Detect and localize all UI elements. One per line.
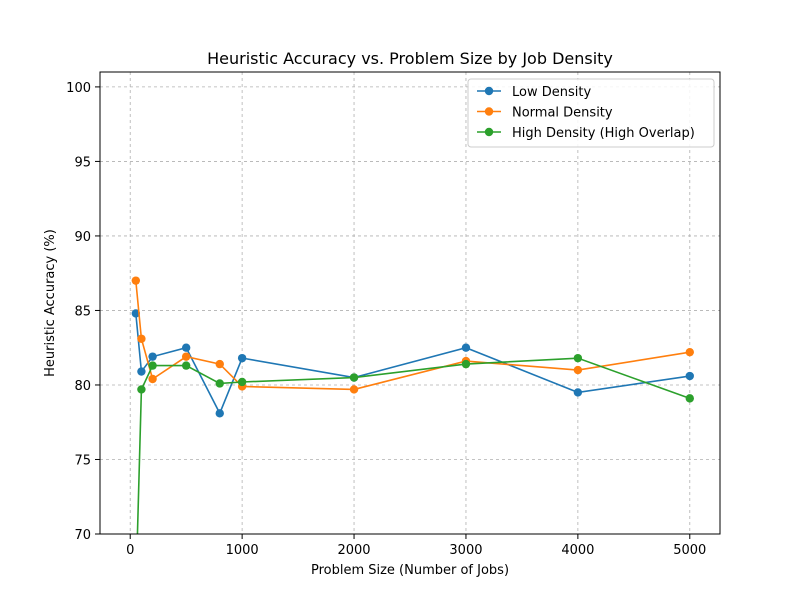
x-tick-label: 4000 [561, 543, 594, 558]
data-point [137, 385, 146, 394]
x-tick-label: 0 [126, 543, 134, 558]
legend-label: Low Density [512, 85, 591, 100]
data-point [237, 353, 247, 363]
data-point [685, 394, 694, 403]
data-point [148, 374, 157, 384]
legend-label: Normal Density [512, 106, 613, 121]
plot-frame [99, 71, 721, 535]
data-point [215, 379, 224, 388]
legend-label: High Density (High Overlap) [512, 126, 695, 141]
data-point [215, 359, 224, 369]
y-tick-label: 90 [74, 230, 91, 245]
series-2 [132, 353, 694, 597]
legend-box [467, 78, 715, 148]
chart-title: Heuristic Accuracy vs. Problem Size by J… [207, 49, 613, 68]
legend-item: Normal Density [477, 106, 613, 121]
x-tick-label: 5000 [673, 543, 706, 558]
series-lines [131, 276, 694, 597]
legend: Low Density Normal Density High Density (H… [467, 78, 715, 148]
y-tick-label: 100 [66, 81, 91, 96]
data-point [131, 276, 141, 285]
y-axis-label: Heuristic Accuracy (%) [43, 229, 58, 377]
legend-item: Low Density [477, 85, 591, 100]
data-point [349, 373, 359, 382]
data-point [215, 409, 224, 418]
y-tick-label: 70 [74, 528, 91, 543]
data-point [181, 361, 191, 370]
data-point [137, 334, 146, 343]
x-tick-label: 2000 [337, 543, 370, 558]
data-point [685, 347, 694, 357]
axes: 0 1000 2000 3000 4000 5000 70 75 80 85 90 95 100 [66, 81, 706, 558]
series-1 [131, 276, 694, 394]
data-point [573, 353, 583, 363]
data-point [148, 352, 157, 361]
data-point [461, 343, 471, 352]
legend-item: High Density (High Overlap) [477, 126, 695, 141]
series-line [135, 280, 690, 391]
data-point [237, 377, 247, 387]
series-line [136, 357, 691, 534]
legend-marker [484, 127, 494, 137]
data-point [349, 385, 359, 394]
data-point [137, 367, 146, 376]
series-0 [131, 309, 694, 418]
data-point [573, 365, 583, 375]
x-axis-label: Problem Size (Number of Jobs) [311, 563, 509, 578]
data-point [181, 352, 191, 361]
legend-marker [484, 107, 494, 116]
x-tick-label: 1000 [226, 543, 259, 558]
data-point [148, 361, 157, 370]
data-point [573, 388, 583, 397]
x-tick-label: 3000 [449, 543, 482, 558]
series-line [135, 313, 690, 416]
legend-marker [484, 86, 494, 96]
y-tick-label: 95 [74, 155, 91, 170]
data-point [685, 371, 694, 381]
data-point [132, 589, 140, 597]
data-point [131, 309, 141, 318]
y-tick-label: 80 [74, 379, 91, 394]
y-tick-label: 75 [74, 453, 91, 468]
data-point [461, 359, 471, 369]
y-tick-label: 85 [74, 304, 91, 319]
data-point [181, 343, 191, 352]
